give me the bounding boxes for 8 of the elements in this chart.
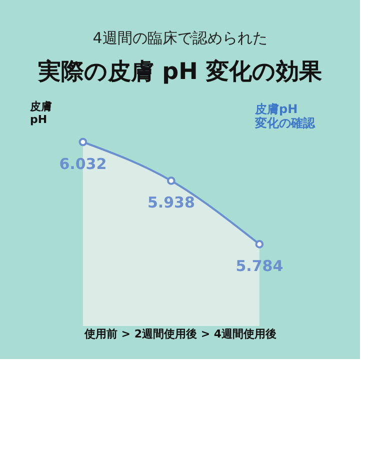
data-label: 5.938 xyxy=(147,194,195,212)
data-label: 6.032 xyxy=(59,155,107,173)
data-label: 5.784 xyxy=(236,257,284,276)
chart-title: 実際の皮膚 pH 変化の効果 xyxy=(37,58,322,85)
text: 皮膚pH 変化の確認 xyxy=(254,102,316,130)
y-axis-title: 皮膚 pH xyxy=(29,100,52,126)
chart-subtitle: 4週間の臨床で認められた xyxy=(92,29,268,47)
x-axis-title: 使用前 > 2週間使用後 > 4週間使用後 xyxy=(83,328,277,340)
